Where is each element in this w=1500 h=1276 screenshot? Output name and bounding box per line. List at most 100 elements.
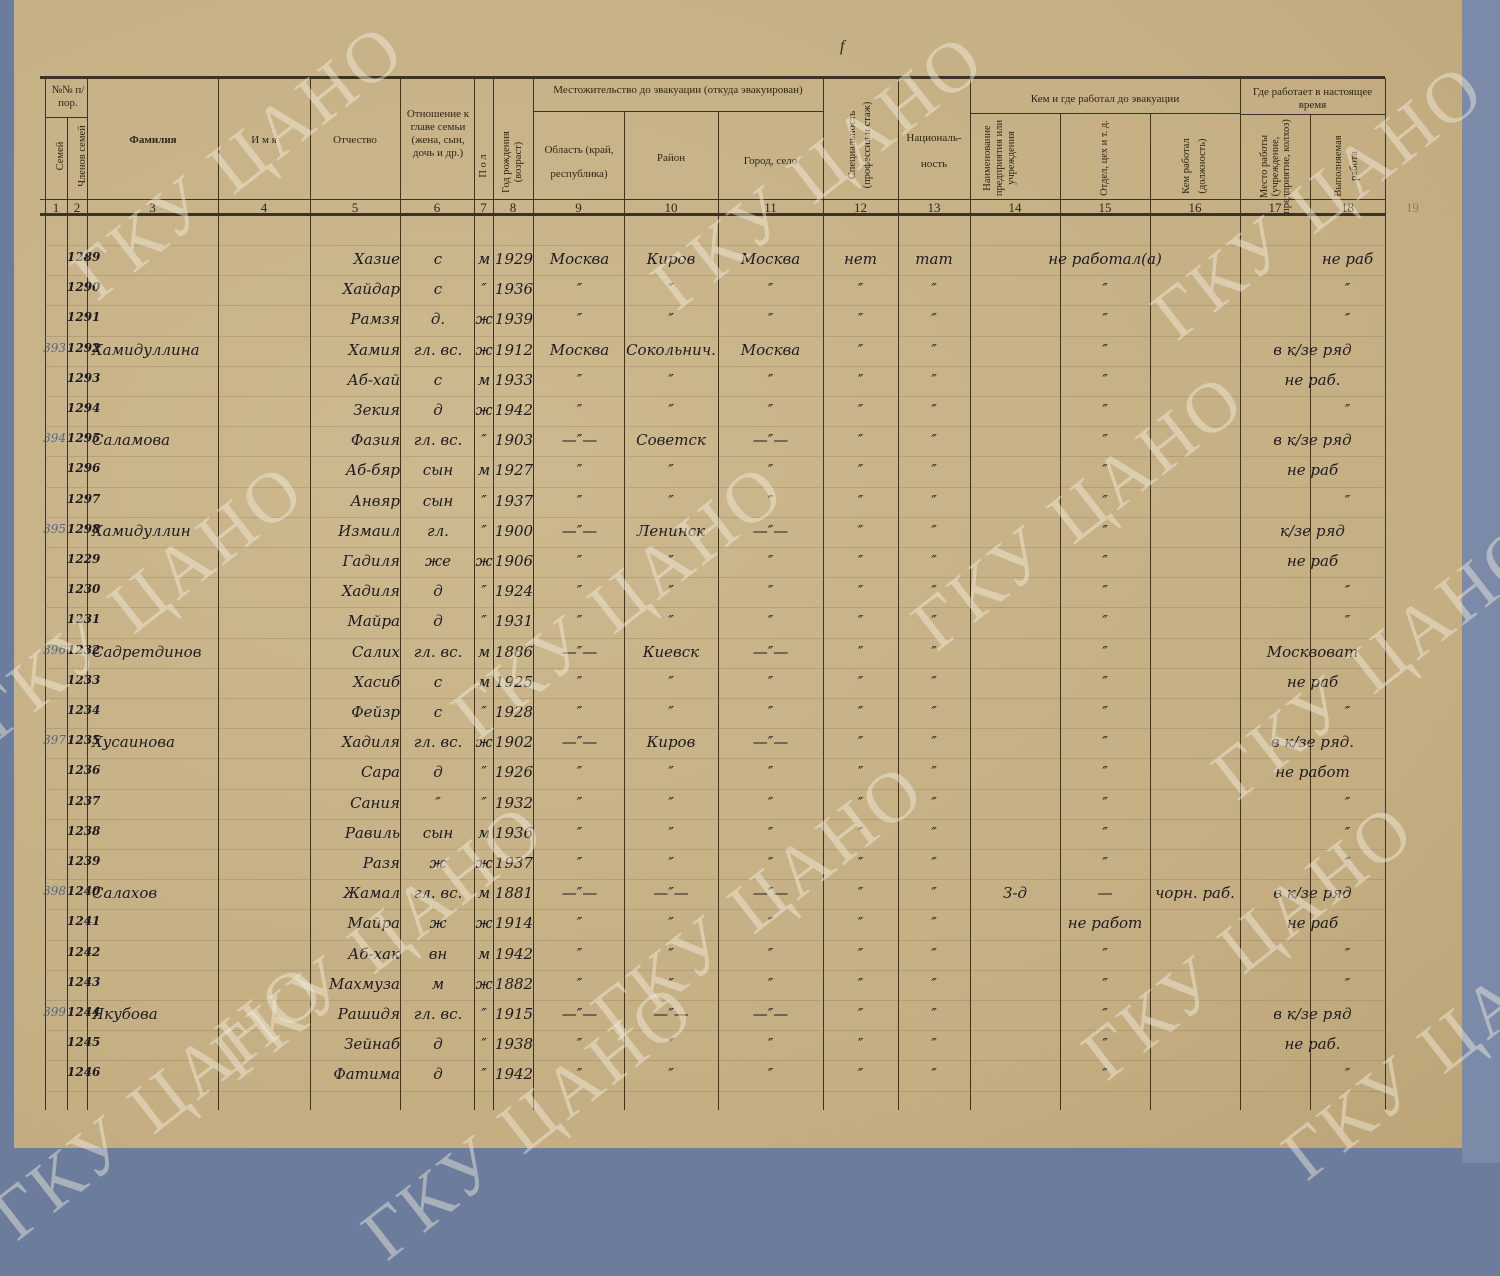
header-surname: Фамилия <box>129 134 177 146</box>
member-number: 1296 <box>67 461 101 476</box>
speciality: ″ <box>857 431 864 450</box>
column-rule <box>45 78 46 1110</box>
speciality: ″ <box>857 310 864 329</box>
birth-year: 1939 <box>494 310 534 329</box>
row-guide <box>45 818 1385 820</box>
speciality: ″ <box>857 1005 864 1023</box>
header-birth-year: Год рождения (возраст) <box>501 131 524 193</box>
department: ″ <box>1102 733 1108 752</box>
column-number: 2 <box>73 200 81 215</box>
relation: гл. вс. <box>413 884 463 903</box>
scan-background-edge <box>1462 0 1500 1163</box>
sex: ж <box>475 854 493 872</box>
workplace: в к/зе ряд <box>1273 884 1352 903</box>
district: ″ <box>668 401 674 419</box>
region: ″ <box>576 672 583 691</box>
row-guide <box>45 516 1385 518</box>
city: —″— <box>752 521 789 540</box>
district: ″ <box>668 370 674 389</box>
surname: Хамидуллин <box>92 521 191 540</box>
department: ″ <box>1102 944 1108 963</box>
city: ″ <box>767 280 774 299</box>
column-number: 11 <box>764 200 777 215</box>
workplace: не раб. <box>1284 370 1341 389</box>
first-name: Хазие <box>353 250 400 268</box>
nationality: ″ <box>931 672 937 691</box>
document-page <box>14 0 1466 1148</box>
column-number: 12 <box>854 200 867 215</box>
sex: м <box>477 461 491 480</box>
column-number: 8 <box>509 200 517 215</box>
city: —″— <box>752 1005 789 1023</box>
relation: с <box>433 280 443 299</box>
column-number: 14 <box>1008 200 1022 215</box>
header-work-before: Кем и где работал до эвакуации <box>1030 93 1180 105</box>
header-position: Кем работал (должность) <box>1181 138 1208 194</box>
member-number: 1241 <box>67 914 101 929</box>
row-guide <box>45 728 1385 730</box>
row-guide <box>45 1090 1385 1092</box>
department: ″ <box>1102 703 1108 721</box>
first-name: Хадиля <box>341 582 400 601</box>
speciality: ″ <box>857 854 864 872</box>
birth-year: 1937 <box>494 854 534 872</box>
sex: ж <box>475 310 493 329</box>
district: Киров <box>646 733 696 752</box>
member-number: 1232 <box>67 642 101 657</box>
sex: м <box>477 672 491 691</box>
birth-year: 1881 <box>494 884 534 903</box>
city: ″ <box>767 461 774 480</box>
city: ″ <box>767 793 774 812</box>
city: ″ <box>767 582 774 601</box>
nationality: ″ <box>931 582 937 601</box>
sex: ж <box>475 914 493 933</box>
birth-year: 1932 <box>494 793 534 812</box>
header-residence: Местожительство до эвакуации (откуда эва… <box>553 84 803 96</box>
department: ″ <box>1102 1035 1108 1054</box>
department: ″ <box>1102 461 1108 480</box>
header-speciality: Специальность (профессия и стаж) <box>847 101 873 189</box>
first-name: Сания <box>350 793 400 812</box>
speciality: ″ <box>857 370 864 389</box>
sex: ж <box>475 401 493 419</box>
header-district: Район <box>656 152 686 164</box>
nationality: ″ <box>931 703 937 721</box>
city: ″ <box>767 703 774 721</box>
header-work-done: Выполняемая работа <box>1333 135 1360 197</box>
district: Советск <box>636 431 706 450</box>
row-guide <box>45 396 1385 397</box>
row-guide <box>45 849 1385 850</box>
region: ″ <box>576 280 583 299</box>
city: ″ <box>767 612 774 631</box>
birth-year: 1915 <box>494 1005 534 1023</box>
speciality: ″ <box>857 340 864 359</box>
first-name: Жамал <box>343 884 400 903</box>
sex: ″ <box>481 1035 487 1054</box>
city: ″ <box>767 763 774 782</box>
first-name: Аб-бяр <box>345 461 400 480</box>
birth-year: 1927 <box>494 461 534 480</box>
relation: гл. вс. <box>413 1005 463 1023</box>
enterprise: З-д <box>1003 884 1027 903</box>
header-sub-rule <box>45 117 87 118</box>
column-number: 6 <box>433 200 441 215</box>
nationality: ″ <box>931 914 937 933</box>
member-number: 1235 <box>67 733 101 748</box>
sex: ″ <box>481 1005 487 1023</box>
region: ″ <box>576 763 583 782</box>
work-done: ″ <box>1344 974 1351 993</box>
department: ″ <box>1102 552 1108 570</box>
city: ″ <box>767 1065 774 1084</box>
city: ″ <box>767 1035 774 1054</box>
sex: м <box>477 370 491 389</box>
header-department: Отдел, цех и т. д. <box>1099 120 1110 196</box>
city: ″ <box>767 974 774 993</box>
row-guide <box>45 365 1385 367</box>
birth-year: 1882 <box>494 974 534 993</box>
department: ″ <box>1102 431 1108 450</box>
work-done: ″ <box>1344 823 1351 842</box>
district: ″ <box>668 552 674 570</box>
column-number: 3 <box>149 200 156 215</box>
district: ″ <box>668 974 674 993</box>
header-sex: П о л <box>478 154 489 178</box>
